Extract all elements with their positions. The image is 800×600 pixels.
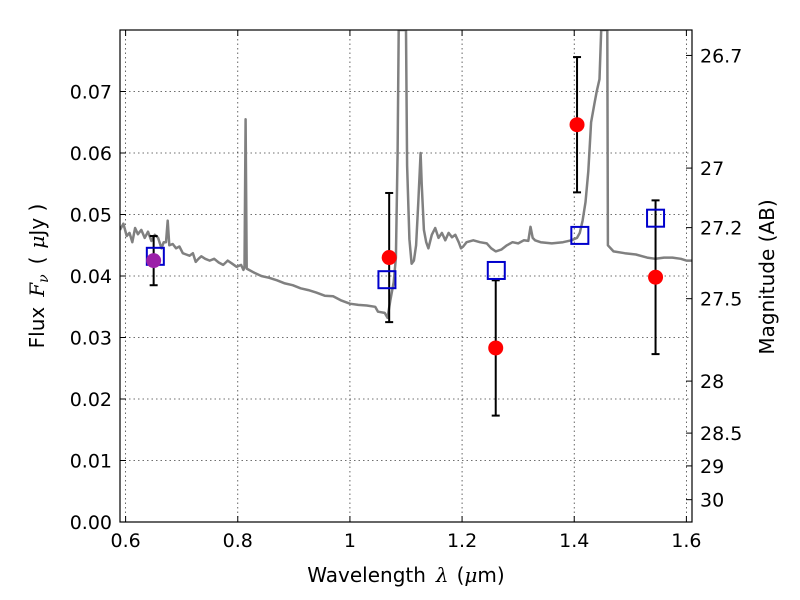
y-tick-label: 0.00 bbox=[70, 512, 112, 534]
observed-point-circle bbox=[569, 117, 585, 133]
x-tick-label: 1 bbox=[344, 530, 356, 552]
observed-point-circle bbox=[648, 269, 664, 285]
y-tick-label: 0.04 bbox=[70, 266, 112, 288]
grid bbox=[120, 30, 692, 523]
y2-tick-label: 27.5 bbox=[700, 289, 742, 311]
x-tick-label: 1.4 bbox=[559, 530, 589, 552]
model-point-square bbox=[486, 260, 506, 280]
y2-tick-label: 28 bbox=[700, 371, 724, 393]
y2-tick-label: 27.2 bbox=[700, 218, 742, 240]
model-point-square bbox=[646, 208, 666, 228]
observed-point-circle bbox=[488, 340, 504, 356]
y2-tick-label: 26.7 bbox=[700, 45, 742, 67]
y2-tick-label: 30 bbox=[700, 490, 724, 512]
x-tick-label: 0.8 bbox=[223, 530, 253, 552]
x-tick-label: 1.2 bbox=[447, 530, 477, 552]
y2-tick-label: 27 bbox=[700, 158, 724, 180]
plot-area bbox=[120, 30, 692, 417]
x-axis-label: Wavelength λ (μm) bbox=[307, 563, 504, 587]
model-point-square bbox=[570, 225, 590, 245]
y2-axis-label: Magnitude (AB) bbox=[755, 199, 779, 354]
axes: 0.6 0.8 1 1.2 1.4 1.6 0.00 0.01 0.02 0.03 0.04 0.05… bbox=[70, 30, 742, 552]
y-tick-label: 0.07 bbox=[70, 82, 112, 104]
x-tick-label: 0.6 bbox=[110, 530, 140, 552]
y-tick-label: 0.03 bbox=[70, 328, 112, 350]
y-tick-label: 0.05 bbox=[70, 205, 112, 227]
observed-point-circle bbox=[146, 253, 162, 269]
y-tick-label: 0.01 bbox=[70, 451, 112, 473]
model-point-square bbox=[377, 270, 397, 290]
y-tick-label: 0.06 bbox=[70, 143, 112, 165]
model-spectrum-line bbox=[120, 30, 692, 320]
y2-tick-label: 29 bbox=[700, 456, 724, 478]
y-tick-label: 0.02 bbox=[70, 389, 112, 411]
y-axis-label: FluxFν(μJy ) bbox=[25, 204, 52, 349]
x-tick-label: 1.6 bbox=[671, 530, 701, 552]
observed-point-circle bbox=[381, 250, 397, 266]
y2-tick-label: 28.5 bbox=[700, 423, 742, 445]
